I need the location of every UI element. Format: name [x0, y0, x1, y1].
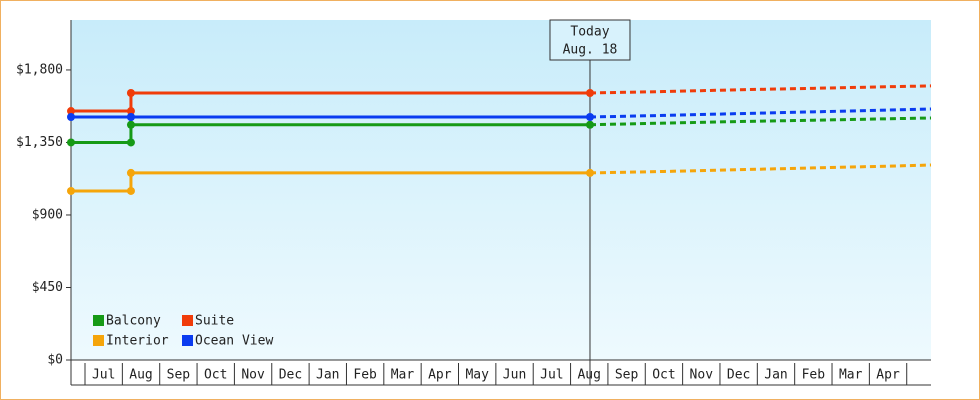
- x-tick-label: Apr: [428, 368, 452, 383]
- x-tick-label: Aug: [129, 368, 152, 383]
- x-tick-label: Oct: [204, 368, 227, 383]
- price-point: [126, 168, 135, 177]
- y-tick-label: $1,800: [16, 62, 63, 77]
- price-point: [126, 138, 135, 147]
- legend-label: Suite: [195, 314, 234, 329]
- x-tick-label: Jan: [316, 368, 339, 383]
- x-tick-label: Jul: [540, 368, 563, 383]
- price-point: [126, 186, 135, 195]
- price-point: [126, 113, 135, 122]
- today-label: Aug. 18: [563, 43, 618, 58]
- x-tick-label: Dec: [727, 368, 750, 383]
- legend-swatch: [93, 315, 104, 326]
- price-point: [585, 88, 594, 97]
- y-tick-label: $1,350: [16, 135, 63, 150]
- x-tick-label: Jun: [503, 368, 526, 383]
- x-tick-label: Nov: [241, 368, 265, 383]
- price-point: [126, 107, 135, 116]
- y-tick-label: $450: [32, 280, 63, 295]
- x-tick-label: Jul: [92, 368, 115, 383]
- forecast-line: [589, 163, 932, 175]
- x-tick-label: Oct: [652, 368, 675, 383]
- legend-swatch: [182, 315, 193, 326]
- x-tick-label: Aug: [577, 368, 600, 383]
- x-tick-label: Mar: [391, 368, 415, 383]
- plot-area: [71, 20, 931, 360]
- x-tick-label: Apr: [876, 368, 900, 383]
- price-point: [126, 88, 135, 97]
- y-tick-label: $900: [32, 207, 63, 222]
- forecast-line: [589, 107, 932, 119]
- forecast-line: [589, 84, 932, 95]
- price-point: [67, 113, 75, 122]
- price-point: [67, 138, 75, 147]
- price-point: [126, 120, 135, 129]
- price-line: [71, 91, 590, 113]
- x-tick-label: Sep: [167, 368, 191, 383]
- x-tick-label: May: [465, 368, 489, 383]
- x-tick-label: Nov: [690, 368, 714, 383]
- price-point: [585, 168, 594, 177]
- legend-label: Interior: [106, 334, 169, 349]
- legend-label: Balcony: [106, 314, 161, 329]
- legend-swatch: [93, 335, 104, 346]
- today-box: [549, 19, 631, 61]
- price-line: [71, 171, 590, 193]
- x-tick-label: Jan: [764, 368, 787, 383]
- forecast-line: [589, 116, 932, 127]
- legend-label: Ocean View: [195, 334, 273, 349]
- x-tick-label: Feb: [802, 368, 826, 383]
- y-tick-label: $0: [47, 353, 63, 368]
- price-point: [67, 107, 75, 116]
- price-point: [585, 120, 594, 129]
- price-point: [67, 186, 75, 195]
- price-point: [585, 113, 594, 122]
- price-line: [71, 123, 590, 144]
- x-tick-label: Mar: [839, 368, 863, 383]
- x-tick-label: Feb: [353, 368, 377, 383]
- legend-swatch: [182, 335, 193, 346]
- x-tick-label: Sep: [615, 368, 639, 383]
- today-label: Today: [570, 25, 609, 40]
- x-tick-label: Dec: [279, 368, 302, 383]
